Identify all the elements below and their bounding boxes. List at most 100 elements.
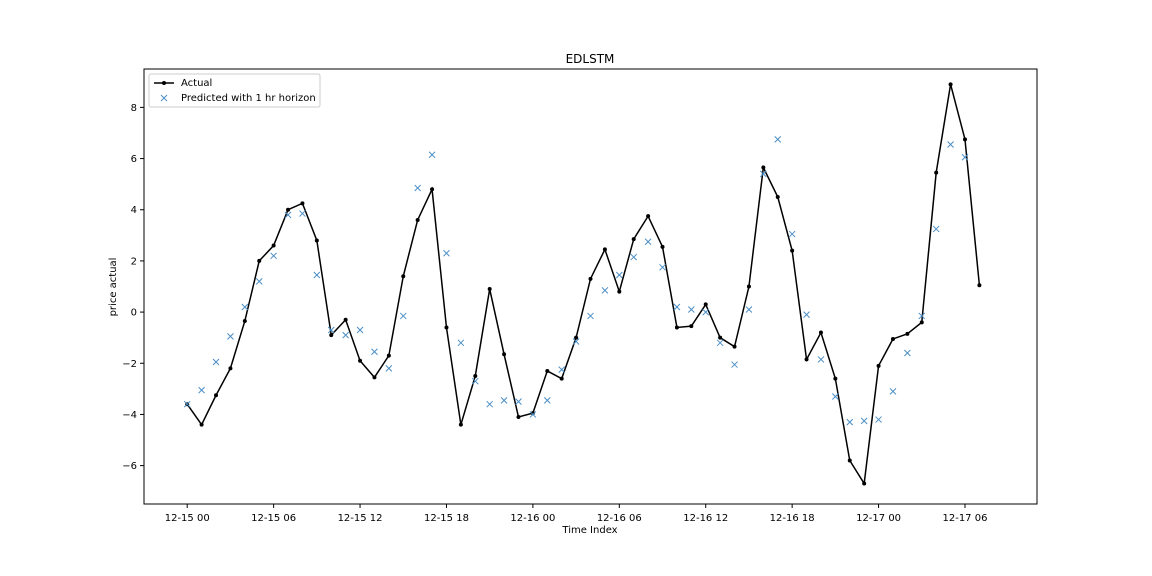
predicted-point: [414, 184, 422, 192]
predicted-point: [227, 333, 234, 340]
predicted-point: [385, 365, 393, 372]
plot-frame: [143, 68, 1038, 505]
predicted-point: [961, 153, 969, 161]
predicted-point: [183, 400, 191, 408]
actual-point: [718, 335, 723, 340]
legend-actual-label: Actual: [181, 78, 212, 89]
predicted-point: [270, 252, 277, 260]
predicted-point: [702, 308, 710, 316]
x-axis: 12-15 00 12-15 06 12-15 12 12-15 18 12-16 00…: [165, 504, 987, 524]
actual-point: [948, 82, 953, 87]
predicted-point: [486, 400, 494, 408]
x-tick-label: 12-15 12: [338, 513, 383, 524]
predicted-point: [774, 136, 782, 143]
y-tick-label: 2: [131, 256, 137, 267]
actual-point: [934, 170, 939, 175]
x-tick-label: 12-16 12: [683, 513, 728, 524]
predicted-point: [932, 225, 940, 233]
series-actual-line: [186, 84, 981, 486]
x-tick-label: 12-15 00: [165, 513, 210, 524]
actual-point: [199, 422, 204, 427]
actual-point: [617, 289, 622, 294]
predicted-point: [759, 170, 767, 178]
predicted-point: [601, 286, 609, 294]
predicted-point: [443, 249, 450, 257]
actual-point: [674, 325, 679, 330]
predicted-point: [659, 263, 666, 271]
predicted-point: [875, 416, 882, 423]
actual-point: [660, 244, 665, 249]
predicted-point: [731, 361, 738, 368]
plot-area: [183, 82, 982, 486]
predicted-point: [846, 418, 854, 426]
actual-point: [458, 422, 463, 427]
legend: Actual Predicted with 1 hr horizon: [148, 73, 321, 108]
predicted-point: [817, 356, 825, 363]
y-tick-label: 4: [131, 205, 137, 216]
predicted-point: [255, 278, 263, 285]
actual-point: [430, 187, 435, 192]
predicted-point: [630, 253, 638, 261]
actual-point: [329, 333, 334, 338]
y-axis: −6 −4 −2 0 2 4 6 8: [122, 103, 144, 472]
actual-point: [386, 353, 391, 358]
actual-point: [228, 366, 233, 371]
actual-point: [818, 330, 823, 335]
actual-point: [358, 358, 363, 363]
predicted-point: [615, 271, 623, 279]
predicted-point: [673, 303, 681, 311]
actual-point: [761, 165, 766, 170]
predicted-point: [198, 386, 205, 394]
actual-point: [242, 319, 247, 324]
actual-point: [415, 217, 420, 222]
predicted-point: [832, 393, 839, 400]
predicted-point: [529, 411, 537, 418]
predicted-point: [803, 311, 810, 319]
predicted-point: [587, 312, 594, 320]
x-tick-label: 12-15 06: [251, 513, 296, 524]
predicted-point: [284, 211, 292, 219]
actual-point: [530, 411, 535, 416]
legend-actual-marker: [162, 81, 166, 85]
predicted-point: [428, 151, 436, 159]
y-axis-label: price actual: [108, 258, 119, 317]
x-axis-label: Time Index: [561, 525, 617, 536]
legend-predicted-label: Predicted with 1 hr horizon: [181, 93, 316, 104]
predicted-point: [241, 303, 249, 311]
predicted-point: [515, 398, 522, 406]
actual-point: [977, 283, 982, 288]
actual-point: [588, 276, 593, 281]
actual-point: [502, 352, 507, 357]
legend-box: [148, 73, 321, 108]
actual-point: [559, 376, 564, 381]
y-tick-label: 8: [131, 103, 137, 114]
actual-point: [602, 247, 607, 252]
predicted-point: [889, 388, 897, 395]
x-tick-label: 12-16 06: [597, 513, 642, 524]
predicted-point: [947, 141, 954, 148]
predicted-point: [399, 312, 407, 320]
predicted-point: [356, 326, 364, 334]
actual-point: [703, 302, 708, 307]
predicted-point: [327, 326, 335, 334]
actual-point: [516, 415, 521, 419]
predicted-point: [342, 331, 349, 339]
x-tick-label: 12-15 18: [424, 513, 469, 524]
chart-title: EDLSTM: [566, 52, 615, 66]
actual-point: [876, 363, 881, 368]
predicted-point: [457, 339, 465, 347]
actual-point: [487, 287, 492, 292]
predicted-point: [313, 271, 321, 279]
predicted-point: [558, 366, 566, 374]
actual-point: [804, 357, 809, 362]
x-tick-label: 12-16 00: [510, 513, 555, 524]
predicted-point: [860, 417, 868, 425]
actual-point: [732, 344, 737, 349]
actual-point: [545, 368, 550, 373]
actual-point: [214, 393, 219, 398]
predicted-point: [687, 306, 695, 313]
y-tick-label: −6: [122, 461, 137, 472]
actual-point: [847, 458, 852, 463]
actual-point: [833, 376, 838, 381]
